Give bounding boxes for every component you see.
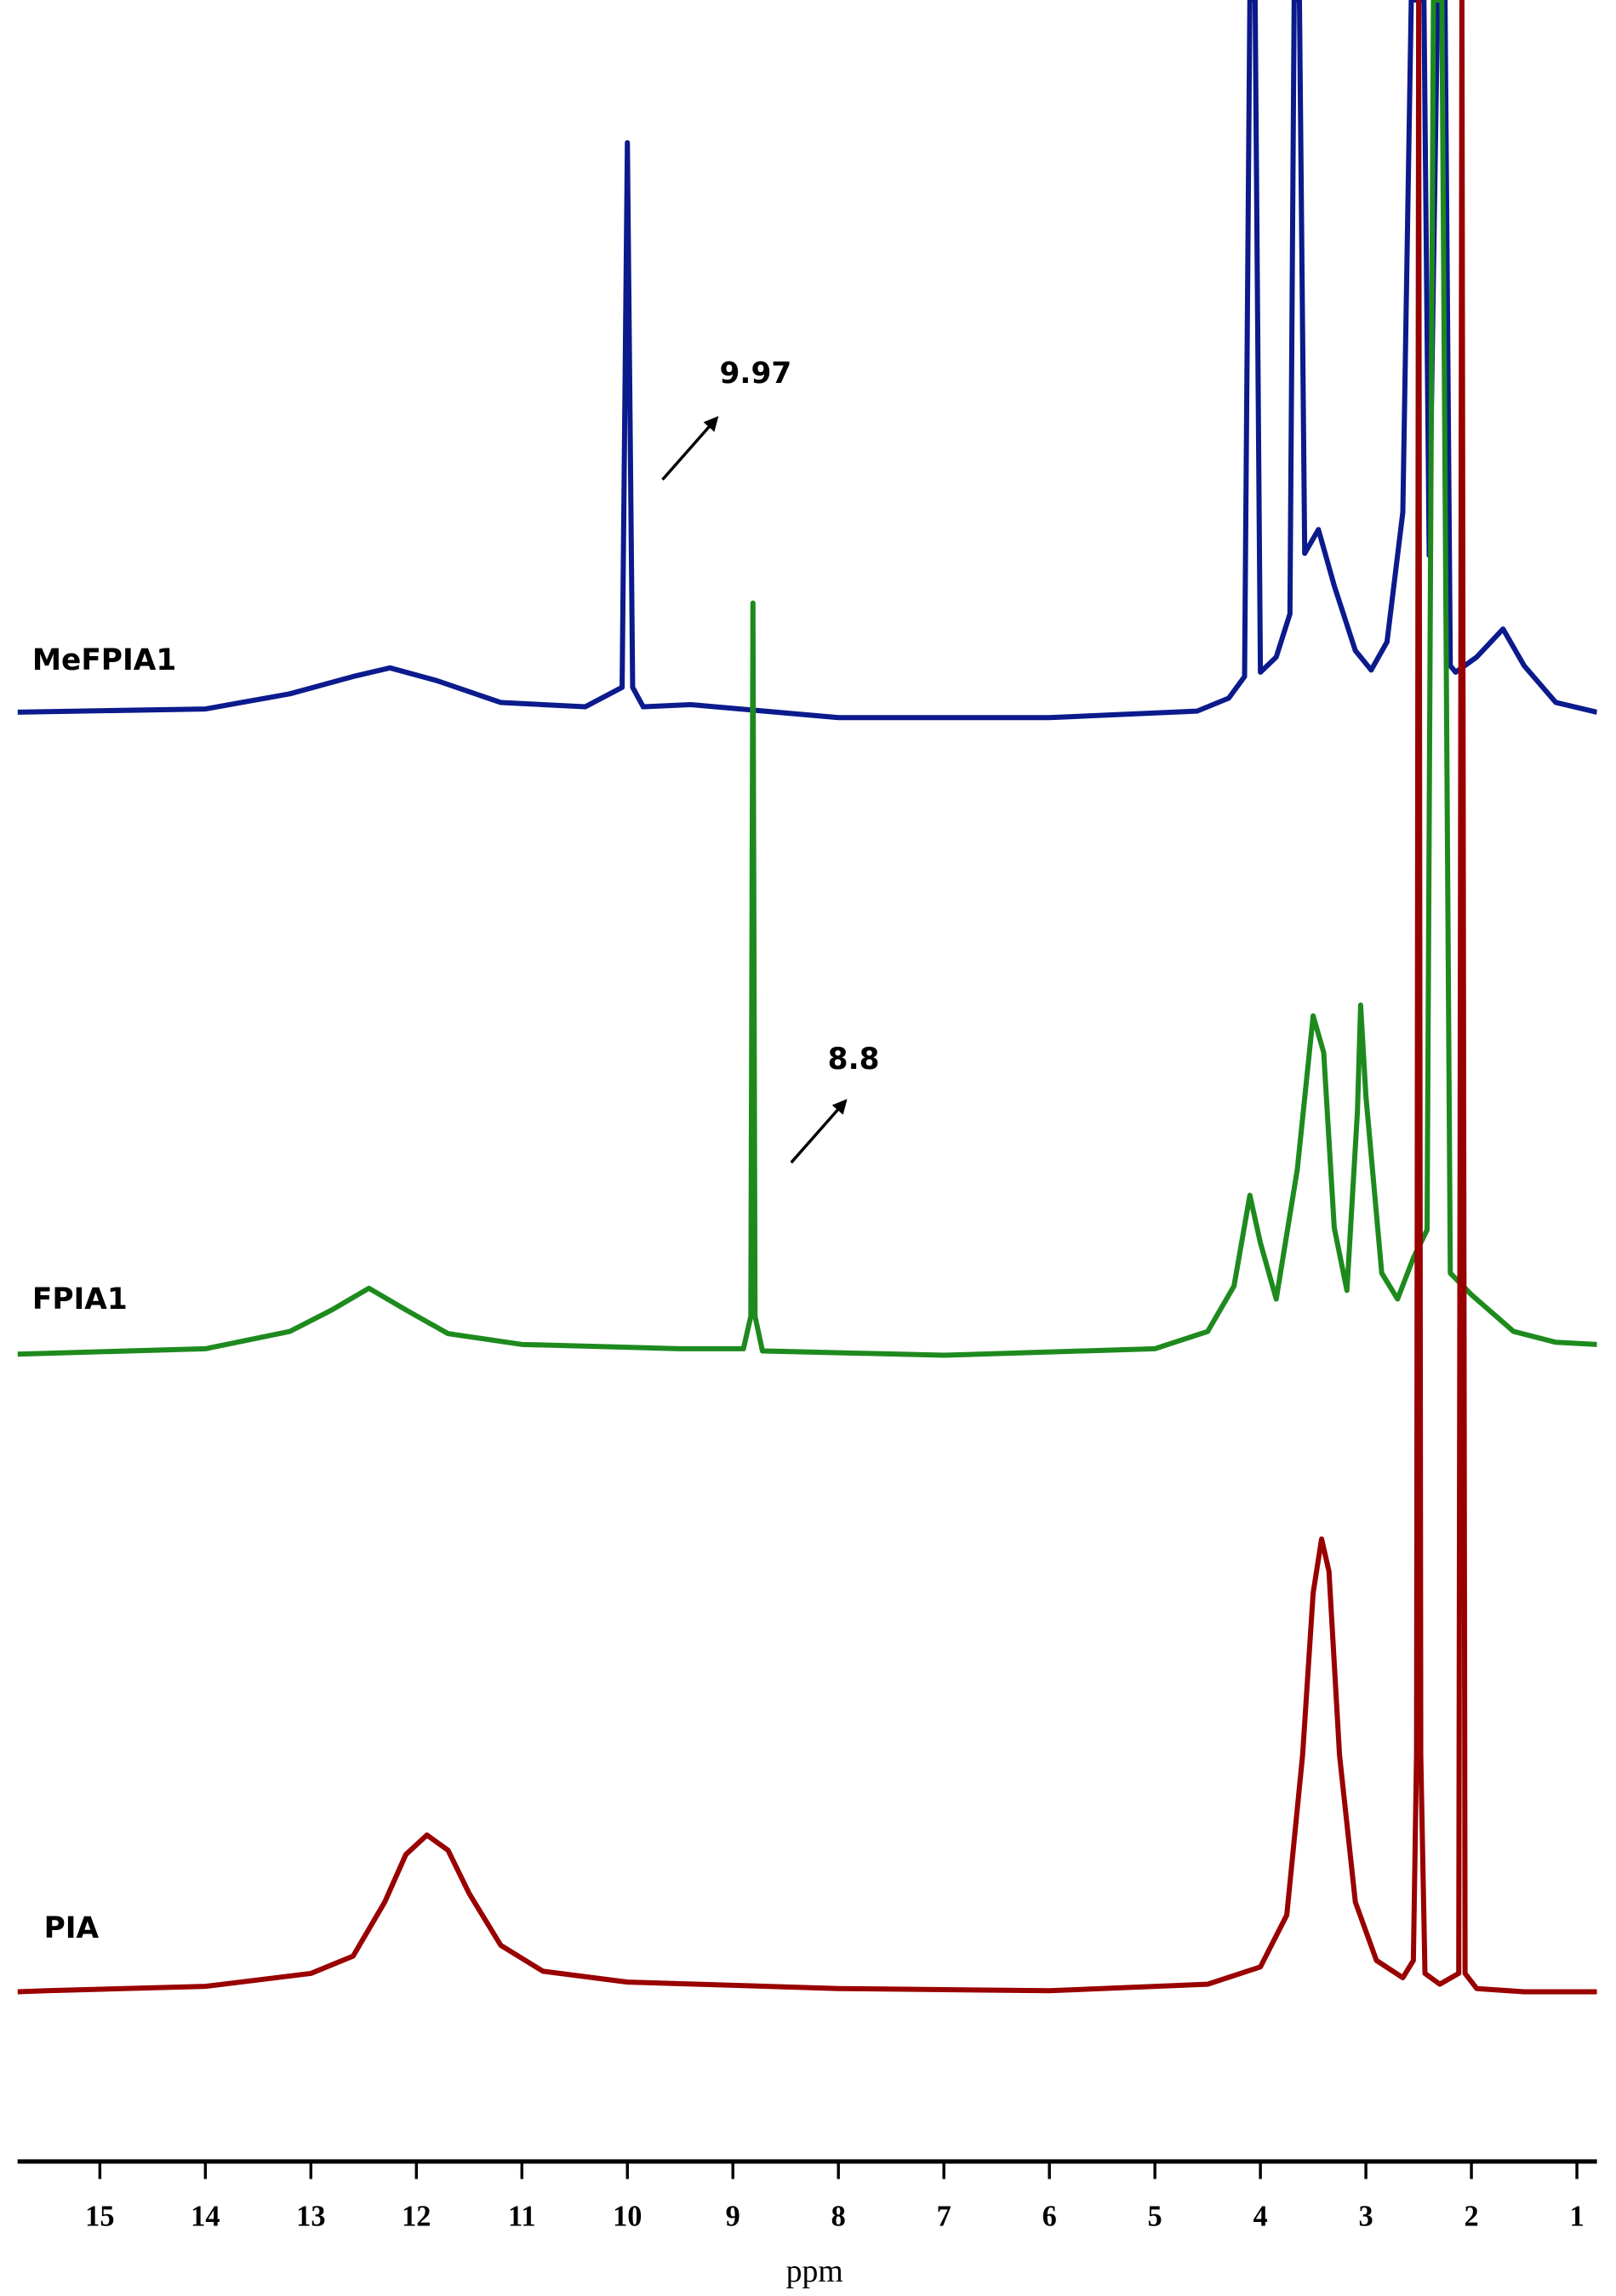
x-tick-label: 2 — [1464, 2201, 1478, 2233]
plot-area — [17, 0, 1597, 1995]
x-tick-label: 12 — [402, 2201, 431, 2233]
spectrum-line — [17, 0, 1597, 721]
x-tick-label: 10 — [613, 2201, 642, 2233]
x-tick-label: 3 — [1359, 2201, 1373, 2233]
x-tick-label: 7 — [937, 2201, 951, 2233]
x-tick-label: 5 — [1148, 2201, 1162, 2233]
spectrum-line — [17, 0, 1597, 1995]
legend-label: FPIA1 — [32, 1282, 128, 1316]
x-tick-label: 8 — [831, 2201, 846, 2233]
x-tick-label: 6 — [1042, 2201, 1057, 2233]
x-axis-label: ppm — [786, 2253, 843, 2289]
x-tick-label: 11 — [508, 2201, 535, 2233]
x-tick-label: 15 — [85, 2201, 114, 2233]
x-tick-label: 14 — [191, 2201, 220, 2233]
x-tick-label: 9 — [726, 2201, 740, 2233]
legend-label: PIA — [44, 1911, 100, 1945]
spectrum-line — [17, 0, 1597, 1358]
arrow — [661, 415, 719, 481]
x-tick-label: 13 — [296, 2201, 325, 2233]
arrow — [790, 1099, 848, 1164]
annotation: 9.97 — [720, 357, 792, 391]
annotation: 8.8 — [828, 1042, 880, 1077]
x-tick-label: 1 — [1569, 2201, 1584, 2233]
x-tick-label: 4 — [1253, 2201, 1268, 2233]
legend-label: MeFPIA1 — [32, 643, 176, 677]
